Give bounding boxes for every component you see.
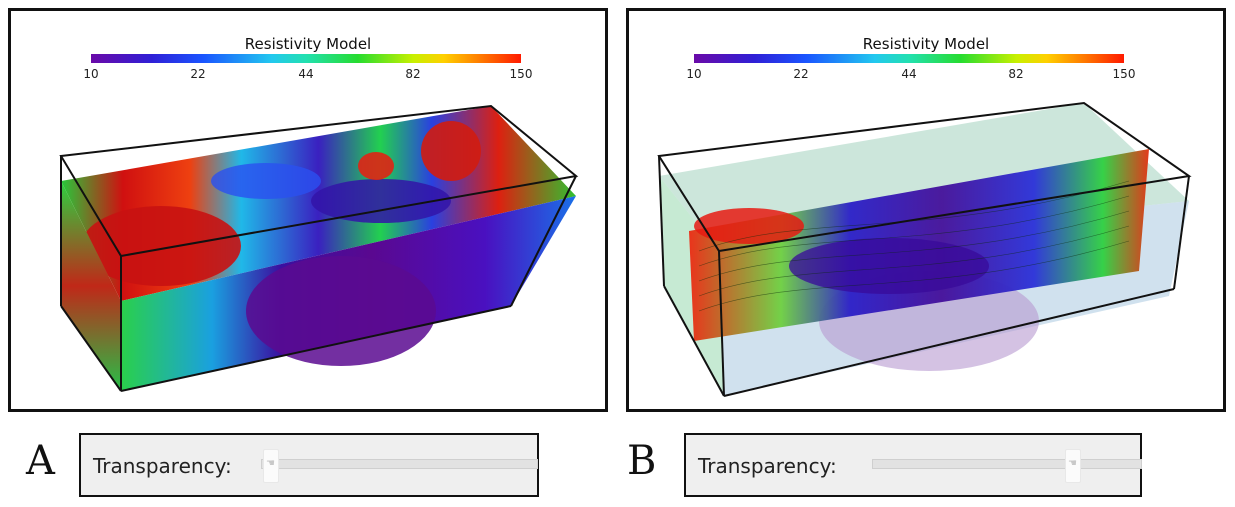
colorbar-title: Resistivity Model — [244, 35, 372, 53]
transparency-slider-thumb[interactable]: ☚ — [263, 449, 279, 483]
colorbar — [91, 54, 521, 63]
colorbar-tick: 22 — [793, 67, 809, 81]
transparency-slider-thumb[interactable]: ☚ — [1065, 449, 1081, 483]
colorbar-tick: 44 — [298, 67, 314, 81]
transparency-control-b: Transparency: ☚ — [684, 433, 1142, 497]
hand-cursor-icon: ☚ — [1068, 458, 1077, 469]
colorbar — [694, 54, 1124, 63]
colorbar-tick: 44 — [901, 67, 917, 81]
colorbar-tick: 150 — [1112, 67, 1136, 81]
transparency-label: Transparency: — [93, 454, 232, 478]
transparency-slider-track[interactable] — [872, 459, 1142, 469]
colorbar-tick: 82 — [405, 67, 421, 81]
resistivity-3d-volume[interactable] — [629, 11, 1223, 409]
transparency-label: Transparency: — [698, 454, 837, 478]
colorbar-tick: 150 — [509, 67, 533, 81]
colorbar-title: Resistivity Model — [862, 35, 990, 53]
hand-cursor-icon: ☚ — [266, 458, 275, 469]
viewer-panel-b[interactable]: Resistivity Model 10 22 44 82 150 — [626, 8, 1226, 412]
resistivity-3d-volume[interactable] — [11, 11, 605, 409]
transparency-slider-track[interactable] — [261, 459, 538, 469]
colorbar-tick: 22 — [190, 67, 206, 81]
colorbar-tick: 10 — [83, 67, 99, 81]
panel-label-b: B — [627, 438, 657, 484]
panel-label-a: A — [26, 438, 55, 484]
transparency-control-a: Transparency: ☚ — [79, 433, 539, 497]
colorbar-tick: 82 — [1008, 67, 1024, 81]
colorbar-tick: 10 — [686, 67, 702, 81]
viewer-panel-a[interactable]: Resistivity Model 10 22 44 82 150 — [8, 8, 608, 412]
